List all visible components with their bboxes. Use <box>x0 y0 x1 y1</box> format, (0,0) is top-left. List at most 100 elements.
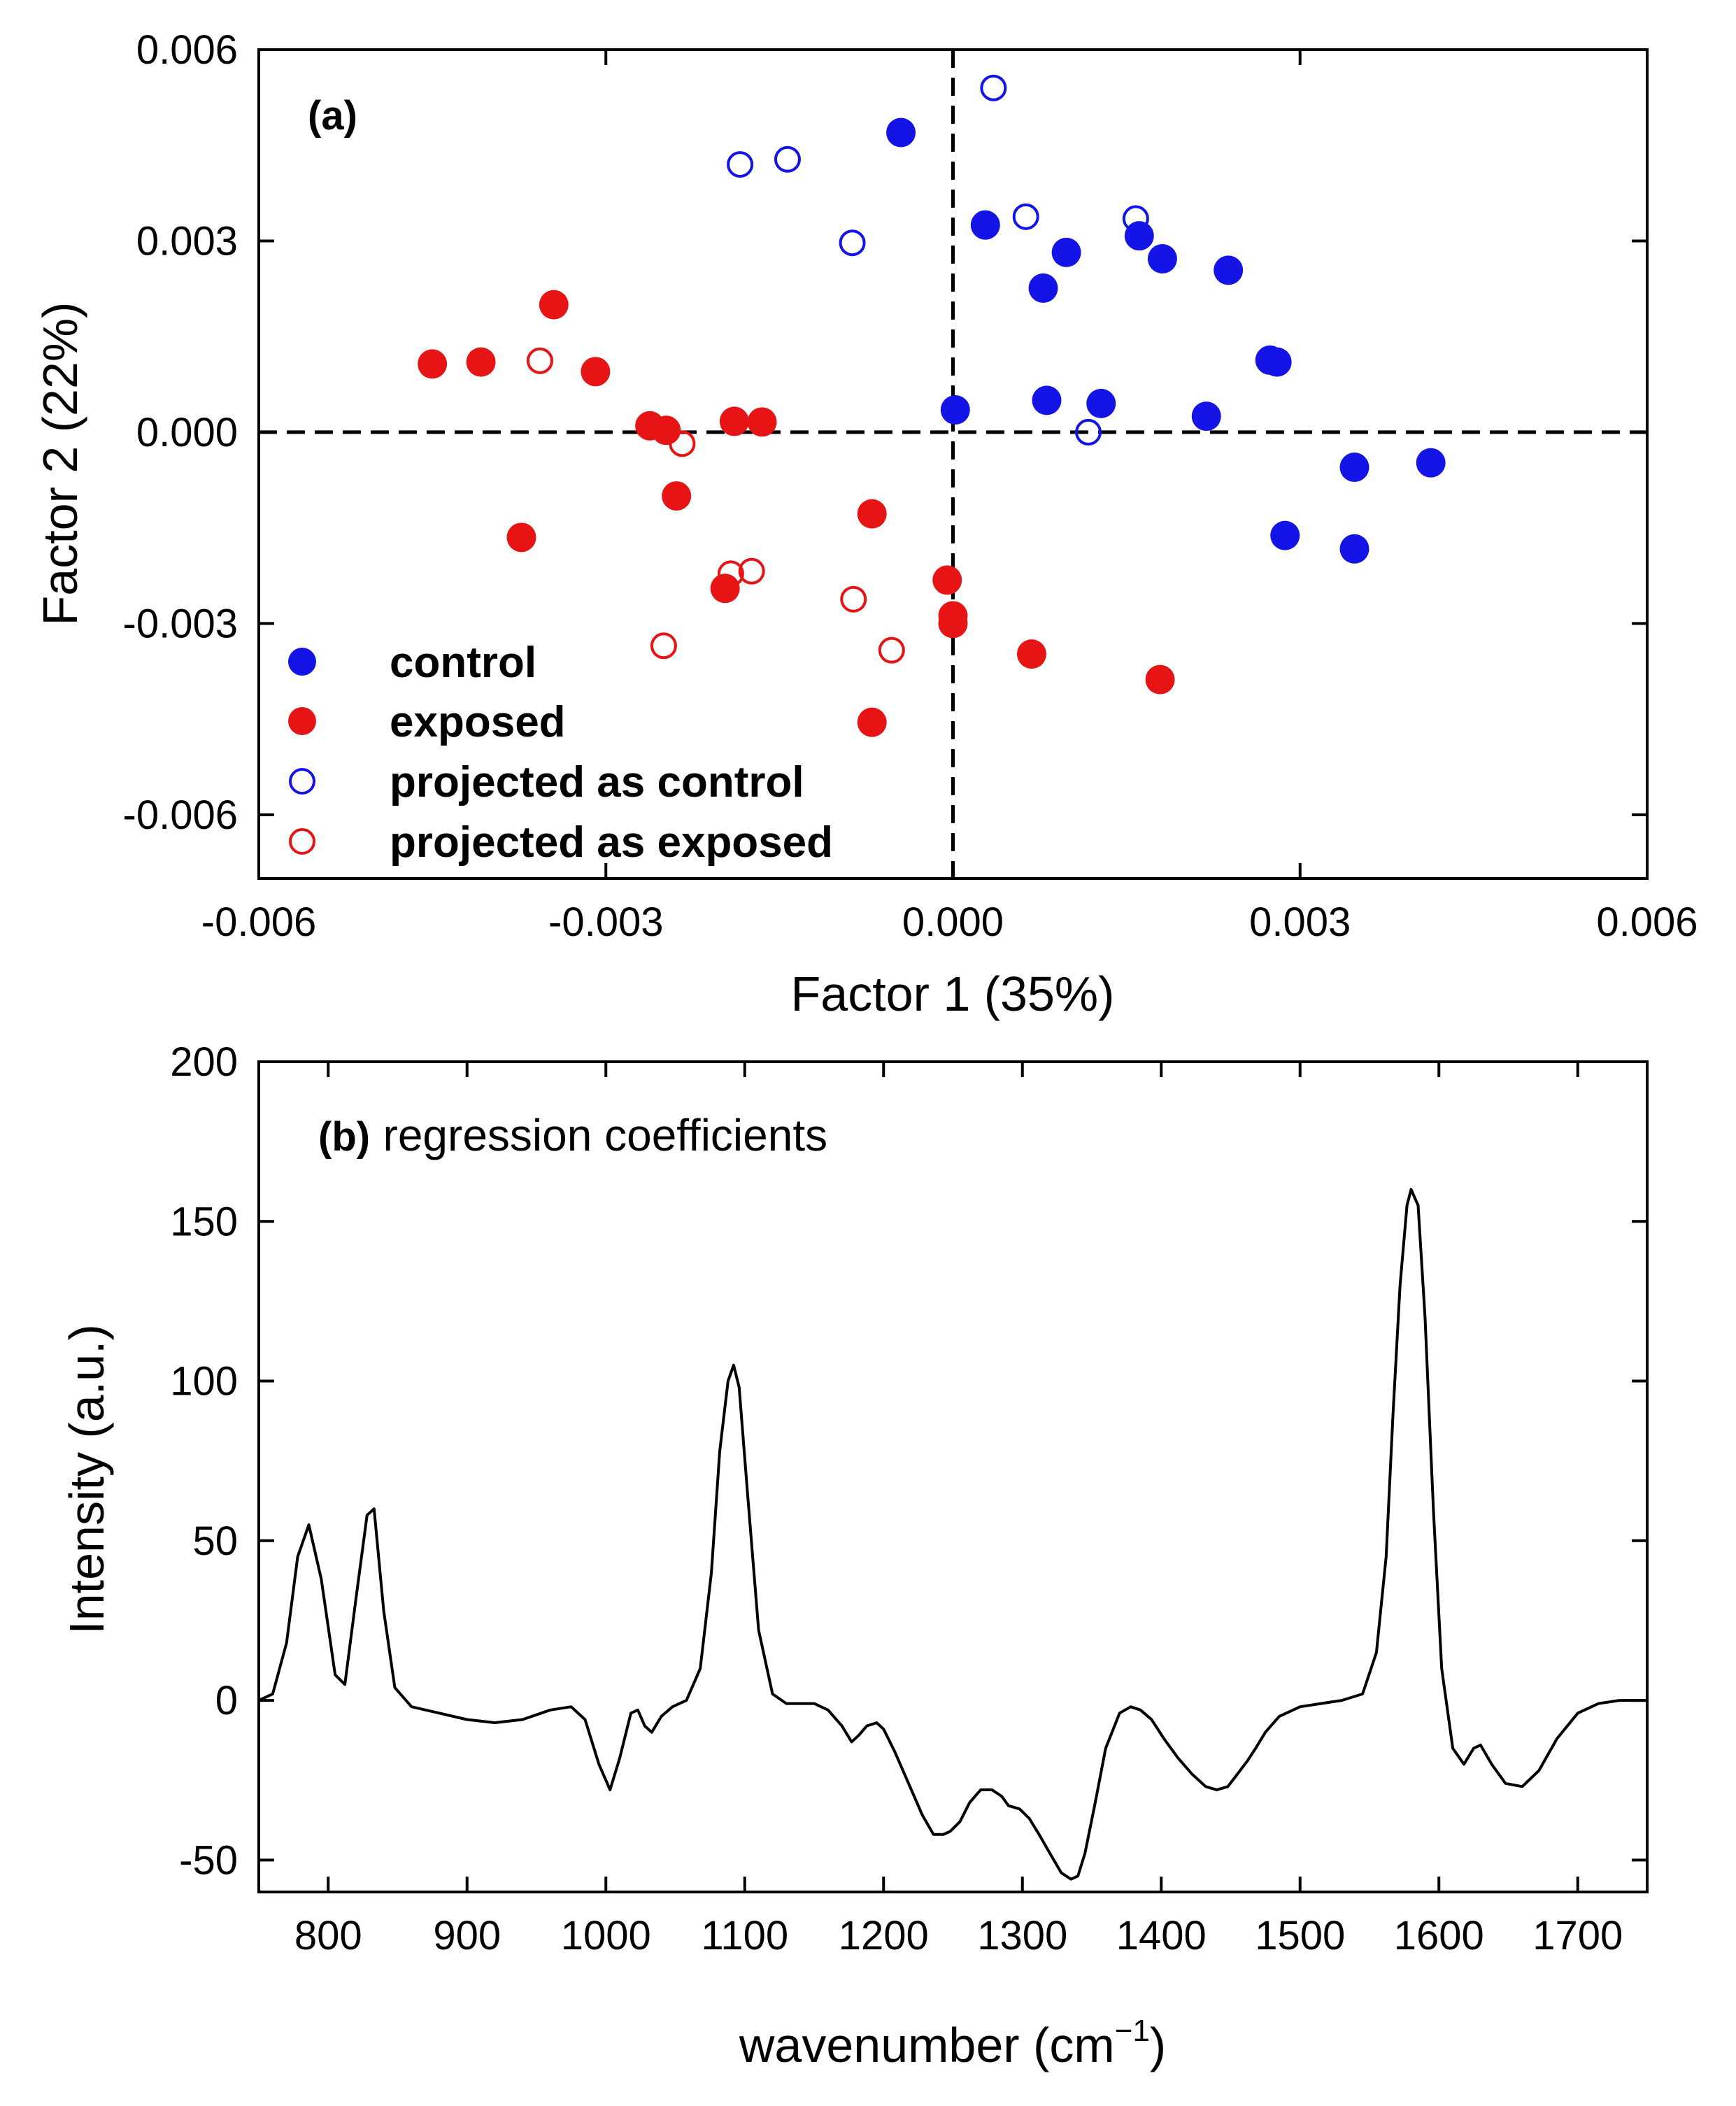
point-exposed <box>710 574 740 604</box>
panel-b-x-axis-title-close: ) <box>1150 2018 1166 2072</box>
point-control <box>970 210 1000 240</box>
a-y-tick-label: -0.003 <box>123 601 238 646</box>
point-exposed <box>662 481 692 511</box>
b-x-tick-label: 800 <box>294 1913 362 1958</box>
panel-b-x-axis-title: wavenumber (cm−1) <box>739 2014 1166 2072</box>
point-projected-as-exposed <box>878 636 905 664</box>
point-control <box>1032 385 1062 415</box>
legend-label-projected-control: projected as control <box>390 758 804 806</box>
point-projected-as-exposed <box>717 560 744 588</box>
panel-b-ticks: 800 900 1000 1100 1200 1300 1400 1500 1600 170020… <box>170 1039 1647 1958</box>
point-exposed <box>857 499 887 529</box>
point-control <box>1147 243 1177 273</box>
point-exposed <box>418 349 448 379</box>
point-projected-as-exposed <box>526 347 553 374</box>
point-projected-as-control <box>727 151 754 178</box>
panel-b-title: (b) regression coefficients <box>318 1110 827 1160</box>
panel-a-y-axis-title: Factor 2 (22%) <box>33 302 87 626</box>
point-exposed <box>506 522 536 553</box>
panel-a-legend: control exposed projected as control pro… <box>288 639 833 867</box>
b-y-tick-label: 200 <box>170 1039 238 1085</box>
point-control <box>1214 255 1244 285</box>
point-control <box>1339 534 1369 564</box>
point-exposed <box>857 707 887 737</box>
b-y-tick-label: -50 <box>179 1837 238 1883</box>
panel-b-line-chart: 800 900 1000 1100 1200 1300 1400 1500 1600 170020… <box>59 1039 1649 2072</box>
point-exposed <box>747 407 777 437</box>
point-control <box>1339 453 1369 483</box>
point-projected-as-control <box>1122 205 1149 232</box>
point-exposed <box>938 609 968 639</box>
panel-b-title-text: regression coefficients <box>383 1110 828 1160</box>
point-control <box>940 395 970 425</box>
panel-a-x-axis-title: Factor 1 (35%) <box>791 967 1115 1021</box>
legend-marker-projected-control <box>289 768 315 795</box>
point-projected-as-exposed <box>840 585 867 613</box>
point-projected-as-exposed <box>669 430 696 457</box>
b-x-tick-label: 1200 <box>839 1913 929 1958</box>
legend-label-exposed: exposed <box>390 698 566 746</box>
point-exposed <box>932 565 962 595</box>
point-control <box>1086 388 1116 418</box>
point-exposed <box>466 347 496 377</box>
point-control <box>1416 448 1446 478</box>
panel-a-points <box>418 74 1446 737</box>
point-control <box>1262 347 1292 377</box>
point-control <box>1124 221 1154 251</box>
a-y-tick-label: 0.006 <box>136 27 238 73</box>
legend-label-projected-exposed: projected as exposed <box>390 818 833 867</box>
b-x-tick-label: 1500 <box>1255 1913 1345 1958</box>
b-y-tick-label: 0 <box>215 1678 238 1723</box>
point-control <box>1028 273 1058 303</box>
b-y-tick-label: 100 <box>170 1359 238 1404</box>
point-control <box>1051 237 1081 267</box>
panel-b-y-axis-title: Intensity (a.u.) <box>59 1324 114 1635</box>
a-x-tick-label: -0.003 <box>548 899 663 945</box>
legend-marker-control <box>288 648 316 676</box>
b-x-tick-label: 1300 <box>977 1913 1067 1958</box>
panel-b-plot-frame <box>257 1060 1649 1893</box>
point-projected-as-control <box>1012 203 1039 230</box>
b-x-tick-label: 1600 <box>1394 1913 1484 1958</box>
point-projected-as-control <box>1075 418 1102 446</box>
legend-label-control: control <box>390 639 536 687</box>
point-projected-as-exposed <box>738 557 765 585</box>
panel-a-reference-lines <box>259 50 1647 878</box>
panel-b-x-axis-title-sup: −1 <box>1115 2014 1150 2048</box>
b-x-tick-label: 1700 <box>1532 1913 1623 1958</box>
a-x-tick-label: 0.003 <box>1249 899 1351 945</box>
panel-a-scatter: -0.006 -0.003 0.000 0.003 0.006 0.006 0.003 0.0… <box>33 27 1698 1021</box>
point-projected-as-exposed <box>650 632 677 660</box>
a-y-tick-label: 0.000 <box>136 410 238 455</box>
legend-marker-exposed <box>288 707 316 735</box>
b-x-tick-label: 900 <box>433 1913 501 1958</box>
panel-b-x-axis-title-main: wavenumber (cm <box>739 2018 1115 2072</box>
point-control <box>1270 520 1300 550</box>
point-exposed <box>651 415 681 446</box>
point-exposed <box>719 406 749 436</box>
a-x-tick-label: -0.006 <box>201 899 316 945</box>
a-y-tick-label: 0.003 <box>136 218 238 264</box>
b-x-tick-label: 1100 <box>701 1913 788 1958</box>
a-y-tick-label: -0.006 <box>123 792 238 838</box>
point-projected-as-control <box>774 145 801 173</box>
b-x-tick-label: 1000 <box>561 1913 651 1958</box>
point-exposed <box>1145 664 1175 695</box>
regression-coefficients-line <box>258 1188 1647 1881</box>
point-control <box>1191 401 1221 432</box>
b-y-tick-label: 150 <box>170 1199 238 1244</box>
b-x-tick-label: 1400 <box>1116 1913 1207 1958</box>
legend-marker-projected-exposed <box>289 828 315 855</box>
point-exposed <box>581 357 611 387</box>
point-control <box>886 118 916 148</box>
a-x-tick-label: 0.000 <box>902 899 1004 945</box>
point-projected-as-control <box>980 74 1007 101</box>
panel-a-tag: (a) <box>308 93 357 138</box>
point-exposed <box>539 290 569 320</box>
panel-a-ticks: -0.006 -0.003 0.000 0.003 0.006 0.006 0.003 0.0… <box>123 27 1698 945</box>
point-projected-as-control <box>839 229 866 257</box>
point-exposed <box>1016 639 1046 669</box>
a-x-tick-label: 0.006 <box>1596 899 1698 945</box>
panel-b-tag: (b) <box>318 1114 370 1160</box>
